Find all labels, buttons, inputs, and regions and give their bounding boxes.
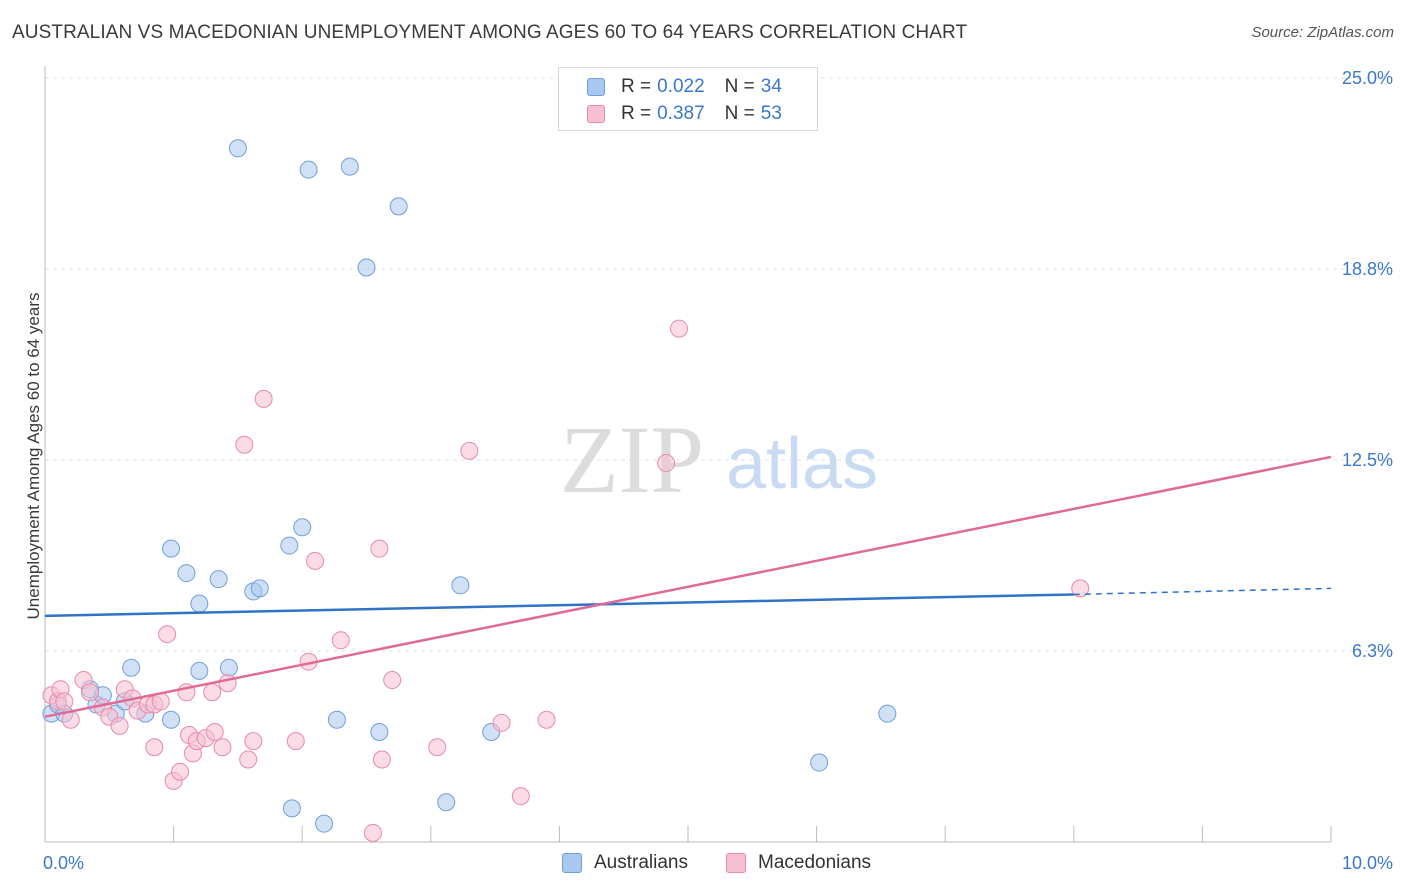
source-label: Source: ZipAtlas.com [1251, 24, 1394, 41]
macedonians-point[interactable] [171, 762, 190, 781]
macedonians-point[interactable] [205, 722, 224, 741]
australians-point[interactable] [162, 710, 181, 729]
macedonians-point[interactable] [239, 750, 258, 769]
australians-swatch [587, 78, 605, 96]
australians-point[interactable] [451, 576, 470, 595]
legend-label: Australians [594, 852, 688, 873]
macedonians-point[interactable] [383, 671, 402, 690]
legend-label: Macedonians [758, 852, 872, 873]
y-tick-label: 25.0% [1342, 68, 1393, 88]
r-value: 0.387 [657, 103, 705, 124]
australians-point[interactable] [190, 661, 209, 680]
n-value: 34 [760, 76, 782, 97]
data-points [42, 139, 1090, 842]
stats-legend: R = 0.022 N = 34 R = 0.387 N = 53 [558, 67, 818, 131]
macedonians-point[interactable] [331, 631, 350, 650]
australians-point[interactable] [389, 197, 408, 216]
watermark: ZIP atlas [560, 406, 878, 513]
n-label: N = [724, 76, 755, 97]
australians-trend-extension [1073, 587, 1332, 596]
macedonians-point[interactable] [145, 738, 164, 757]
macedonians-point[interactable] [537, 710, 556, 729]
australians-point[interactable] [228, 139, 247, 158]
legend-item-australians[interactable]: Australians [562, 852, 688, 874]
macedonians-point[interactable] [158, 625, 177, 644]
x-tick-label-max: 10.0% [1342, 853, 1393, 873]
macedonians-point[interactable] [235, 435, 254, 454]
macedonians-point[interactable] [110, 716, 129, 735]
australians-point[interactable] [280, 536, 299, 555]
australians-point[interactable] [177, 564, 196, 583]
macedonians-swatch [587, 105, 605, 123]
australians-point[interactable] [162, 539, 181, 558]
x-tick-label-min: 0.0% [43, 853, 84, 873]
macedonians-point[interactable] [55, 692, 74, 711]
australians-point[interactable] [122, 658, 141, 677]
australians-point[interactable] [293, 518, 312, 537]
australians-point[interactable] [282, 799, 301, 818]
n-label: N = [724, 103, 755, 124]
macedonians-point[interactable] [203, 683, 222, 702]
australians-point[interactable] [327, 710, 346, 729]
macedonians-legend-swatch [726, 853, 746, 873]
macedonians-point[interactable] [460, 441, 479, 460]
australians-point[interactable] [315, 814, 334, 833]
macedonians-point[interactable] [244, 732, 263, 751]
australians-point[interactable] [340, 157, 359, 176]
australians-point[interactable] [357, 258, 376, 277]
macedonians-point[interactable] [286, 732, 305, 751]
macedonians-point[interactable] [213, 738, 232, 757]
australians-point[interactable] [810, 753, 829, 772]
watermark-atlas: atlas [726, 424, 878, 504]
macedonians-point[interactable] [363, 823, 382, 842]
macedonians-point[interactable] [492, 713, 511, 732]
trend-lines [44, 455, 1332, 718]
y-tick-label: 12.5% [1342, 450, 1393, 470]
tick-labels: 6.3% 12.5% 18.8% 25.0% 0.0% 10.0% [43, 68, 1393, 873]
macedonians-point[interactable] [657, 454, 676, 473]
macedonians-point[interactable] [370, 539, 389, 558]
macedonians-point[interactable] [254, 389, 273, 408]
stats-legend-row-macedonians: R = 0.387 N = 53 [587, 103, 782, 125]
macedonians-point[interactable] [1071, 579, 1090, 598]
australians-point[interactable] [209, 570, 228, 589]
australians-point[interactable] [299, 160, 318, 179]
australians-point[interactable] [219, 658, 238, 677]
y-tick-label: 18.8% [1342, 259, 1393, 279]
macedonians-point[interactable] [511, 787, 530, 806]
legend-item-macedonians[interactable]: Macedonians [726, 852, 871, 874]
macedonians-point[interactable] [81, 683, 100, 702]
watermark-zip: ZIP [560, 406, 704, 513]
macedonians-point[interactable] [218, 674, 237, 693]
r-value: 0.022 [657, 76, 705, 97]
australians-point[interactable] [190, 594, 209, 613]
australians-point[interactable] [250, 579, 269, 598]
n-value: 53 [760, 103, 782, 124]
macedonians-point[interactable] [372, 750, 391, 769]
macedonians-point[interactable] [428, 738, 447, 757]
r-label: R = [621, 103, 652, 124]
chart-title: AUSTRALIAN VS MACEDONIAN UNEMPLOYMENT AM… [12, 22, 968, 43]
macedonians-point[interactable] [306, 551, 325, 570]
australians-point[interactable] [437, 793, 456, 812]
australians-point[interactable] [370, 722, 389, 741]
stats-legend-row-australians: R = 0.022 N = 34 [587, 76, 782, 98]
y-tick-label: 6.3% [1352, 641, 1393, 661]
r-label: R = [621, 76, 652, 97]
gridlines [45, 77, 1390, 652]
australians-point[interactable] [878, 704, 897, 723]
macedonians-point[interactable] [669, 319, 688, 338]
australians-trend-line [44, 593, 1074, 618]
australians-legend-swatch [562, 853, 582, 873]
macedonians-trend-line [44, 455, 1332, 718]
